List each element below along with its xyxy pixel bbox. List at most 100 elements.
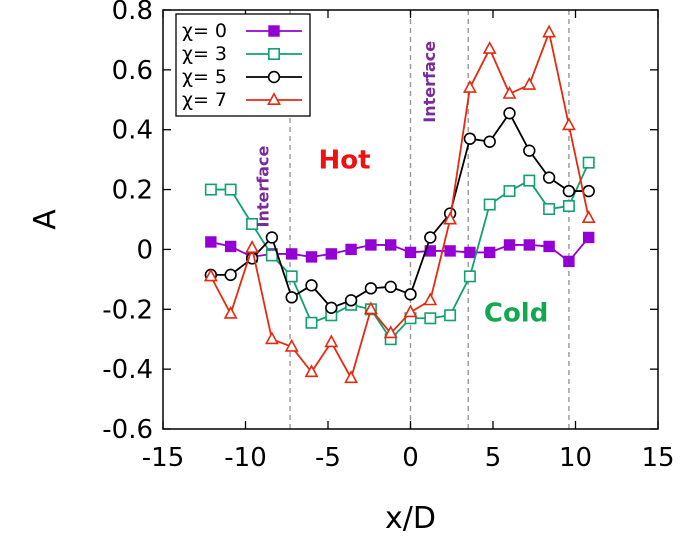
data-point	[424, 312, 437, 325]
x-tick-label: -10	[224, 443, 266, 473]
data-point	[543, 240, 555, 253]
data-point	[265, 249, 278, 262]
data-point	[364, 282, 378, 295]
data-series	[203, 24, 596, 384]
x-tick-label: 15	[641, 443, 674, 473]
series-line-2	[210, 111, 589, 309]
y-tick-label: 0.2	[112, 176, 153, 206]
x-tick-label: 0	[402, 443, 419, 473]
data-point	[503, 107, 516, 120]
data-point	[483, 135, 496, 148]
data-point	[561, 117, 576, 131]
y-tick-label: -0.4	[102, 355, 153, 385]
y-tick-label: 0.6	[112, 56, 153, 86]
data-point	[562, 184, 576, 198]
interface-lines	[289, 10, 570, 429]
data-point	[503, 239, 516, 251]
data-point	[424, 231, 437, 244]
data-point	[203, 268, 218, 282]
y-tick-label: -0.2	[102, 295, 153, 325]
data-point	[224, 240, 237, 253]
annotation-cold: Cold	[484, 298, 548, 328]
annotations: Hot Cold Interface Interface	[254, 41, 549, 328]
data-point	[463, 270, 476, 283]
data-point	[245, 240, 260, 253]
legend-label: χ= 0	[182, 20, 227, 42]
data-point	[563, 255, 575, 268]
data-point	[286, 248, 298, 260]
data-point	[204, 183, 217, 196]
data-point	[305, 279, 318, 292]
legend-label: χ= 7	[182, 89, 227, 111]
legend: χ= 0χ= 3χ= 5χ= 7	[175, 13, 311, 117]
data-point	[444, 309, 457, 322]
x-tick-label: 5	[485, 443, 502, 473]
data-point	[325, 248, 338, 260]
y-tick-label: 0.8	[112, 0, 153, 26]
data-point	[581, 210, 596, 224]
data-point	[503, 185, 516, 198]
data-point	[224, 183, 237, 196]
data-point	[284, 338, 299, 352]
y-tick-label: 0.4	[112, 116, 153, 146]
data-point	[344, 370, 359, 384]
x-axis-title: x/D	[385, 501, 436, 536]
data-point	[483, 198, 496, 211]
data-point	[444, 245, 456, 257]
data-point	[542, 171, 556, 184]
data-point	[542, 24, 557, 38]
legend-marker	[267, 47, 280, 60]
data-point	[464, 246, 476, 259]
data-point	[463, 132, 477, 145]
data-point	[385, 239, 397, 251]
series-3	[203, 24, 596, 384]
data-point	[423, 292, 438, 306]
data-point	[325, 301, 338, 314]
axes: -15 -10 -5 0 5 10 15 -0.6 -0.4 -0.2 0 0.2 0.4 0.6 0.8 x…	[28, 0, 675, 536]
data-point	[523, 174, 536, 187]
y-axis-title: A	[28, 209, 63, 230]
data-point	[404, 288, 417, 301]
annotation-interface: Interface	[420, 41, 439, 123]
data-point	[582, 156, 595, 169]
legend-label: χ= 5	[182, 66, 227, 88]
data-point	[384, 280, 397, 294]
data-point	[543, 203, 556, 216]
data-point	[403, 304, 418, 318]
data-point	[264, 331, 279, 345]
data-point	[345, 243, 357, 256]
data-point	[324, 334, 339, 348]
data-point	[224, 268, 237, 282]
x-tick-label: 10	[559, 443, 592, 473]
series-0	[205, 231, 595, 268]
data-point	[265, 231, 279, 244]
data-point	[484, 246, 496, 259]
data-point	[502, 85, 517, 99]
data-point	[305, 316, 318, 329]
data-point	[365, 239, 377, 251]
data-point	[523, 239, 535, 251]
legend-marker	[268, 25, 280, 37]
data-point	[522, 76, 537, 90]
x-tick-label: -15	[142, 443, 184, 473]
data-point	[344, 294, 358, 307]
data-point	[523, 144, 536, 157]
data-point	[383, 325, 398, 339]
data-point	[443, 211, 458, 225]
data-point	[304, 364, 319, 378]
data-point	[305, 251, 318, 263]
data-point	[223, 305, 238, 319]
data-point	[482, 41, 497, 54]
y-tick-label: -0.6	[102, 415, 153, 445]
series-1	[204, 156, 595, 346]
y-tick-label: 0	[136, 235, 153, 265]
data-point	[404, 246, 417, 259]
x-tick-label: -5	[315, 443, 341, 473]
data-point	[583, 231, 595, 244]
legend-marker	[267, 70, 281, 84]
data-point	[246, 217, 259, 230]
data-point	[582, 184, 595, 198]
data-point	[285, 270, 298, 283]
data-point	[562, 200, 575, 213]
